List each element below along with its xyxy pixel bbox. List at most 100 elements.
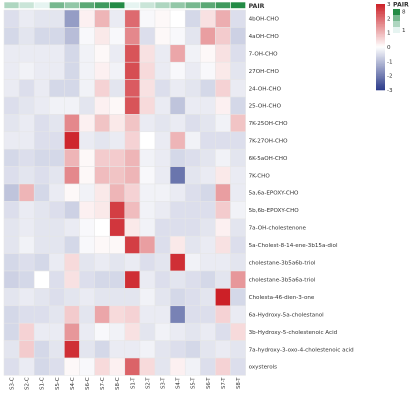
heatmap-cell bbox=[3, 183, 20, 202]
heatmap-cell bbox=[79, 340, 95, 359]
heatmap-cell bbox=[79, 253, 95, 272]
pair-annotation-cell bbox=[3, 1, 20, 9]
color-scale-segment bbox=[376, 47, 385, 49]
heatmap-cell bbox=[33, 183, 50, 202]
pair-legend-swatch bbox=[393, 21, 400, 27]
heatmap-cell bbox=[3, 44, 20, 63]
heatmap-cell bbox=[18, 27, 35, 46]
heatmap-cell bbox=[49, 235, 65, 254]
color-scale-segment bbox=[376, 18, 385, 21]
heatmap-cell bbox=[49, 44, 65, 63]
pair-legend-swatch bbox=[393, 9, 400, 15]
heatmap-cell bbox=[154, 44, 171, 63]
row-label: 5a,6a-EPOXY-CHO bbox=[249, 191, 299, 197]
heatmap-cell bbox=[33, 131, 50, 150]
color-scale-segment bbox=[376, 55, 385, 58]
pair-annotation-cell bbox=[230, 1, 246, 9]
heatmap-cell bbox=[49, 218, 65, 237]
heatmap-cell bbox=[230, 131, 246, 150]
heatmap-cell bbox=[79, 288, 95, 307]
color-scale-segment bbox=[376, 38, 385, 41]
heatmap-cell bbox=[184, 27, 201, 46]
heatmap-cell bbox=[94, 44, 110, 63]
heatmap-cell bbox=[154, 340, 171, 359]
column-label: S7-C bbox=[100, 377, 106, 390]
heatmap-cell bbox=[230, 44, 246, 63]
heatmap-cell bbox=[49, 114, 65, 133]
color-scale-segment bbox=[376, 59, 385, 62]
heatmap-cell bbox=[230, 148, 246, 167]
color-scale-segment bbox=[376, 69, 385, 72]
color-scale-segment bbox=[376, 39, 385, 42]
heatmap-cell bbox=[169, 305, 186, 324]
pair-annotation-cell bbox=[124, 1, 141, 9]
color-scale-segment bbox=[376, 88, 385, 91]
heatmap-cell bbox=[49, 96, 65, 115]
heatmap-cell bbox=[200, 357, 216, 376]
heatmap-cell bbox=[215, 288, 231, 307]
heatmap-cell bbox=[169, 148, 186, 167]
heatmap-cell bbox=[3, 61, 20, 80]
row-label: 4bOH-CHO bbox=[249, 17, 280, 23]
heatmap-cell bbox=[230, 201, 246, 220]
heatmap-cell bbox=[64, 270, 80, 289]
pair-legend-label: 1 bbox=[402, 28, 406, 34]
row-label: 7K-CHO bbox=[249, 173, 271, 179]
heatmap-cell bbox=[200, 253, 216, 272]
heatmap-cell bbox=[230, 340, 246, 359]
heatmap-cell bbox=[64, 27, 80, 46]
heatmap-cell bbox=[79, 79, 95, 98]
heatmap-cell bbox=[49, 131, 65, 150]
heatmap-cell bbox=[139, 201, 156, 220]
heatmap-cell bbox=[215, 340, 231, 359]
heatmap-cell bbox=[3, 357, 20, 376]
heatmap-cell bbox=[200, 270, 216, 289]
heatmap-cell bbox=[154, 79, 171, 98]
heatmap-cell bbox=[139, 305, 156, 324]
heatmap-cell bbox=[154, 288, 171, 307]
heatmap-cell bbox=[18, 148, 35, 167]
color-scale-segment bbox=[376, 72, 385, 75]
heatmap-cell bbox=[3, 305, 20, 324]
row-label: 6K-5aOH-CHO bbox=[249, 156, 288, 162]
color-scale-segment bbox=[376, 45, 385, 48]
heatmap-cell bbox=[154, 148, 171, 167]
heatmap-cell bbox=[124, 44, 141, 63]
heatmap-cell bbox=[124, 166, 141, 185]
heatmap-cell bbox=[18, 253, 35, 272]
color-scale-segment bbox=[376, 9, 385, 12]
heatmap-cell bbox=[49, 305, 65, 324]
heatmap-cell bbox=[200, 288, 216, 307]
color-scale-segment bbox=[376, 84, 385, 86]
color-scale-segment bbox=[376, 57, 385, 59]
heatmap-cell bbox=[79, 201, 95, 220]
heatmap-cell bbox=[3, 131, 20, 150]
pair-annotation-cell bbox=[48, 1, 65, 9]
heatmap-cell bbox=[49, 357, 65, 376]
heatmap-cell bbox=[139, 218, 156, 237]
heatmap-cell bbox=[139, 357, 156, 376]
column-label: S6-C bbox=[85, 377, 91, 390]
row-label: 5a-Cholest-8-14-ene-3b15a-diol bbox=[249, 243, 338, 249]
heatmap-cell bbox=[184, 9, 201, 28]
heatmap-cell bbox=[154, 201, 171, 220]
heatmap-cell bbox=[139, 270, 156, 289]
color-scale-tick: 0 bbox=[387, 45, 391, 51]
color-scale-tick: -2 bbox=[387, 74, 393, 80]
heatmap-cell bbox=[3, 79, 20, 98]
heatmap-cell bbox=[18, 79, 35, 98]
heatmap-cell bbox=[154, 96, 171, 115]
heatmap-cell bbox=[139, 131, 156, 150]
heatmap-cell bbox=[94, 305, 110, 324]
heatmap-cell bbox=[18, 305, 35, 324]
heatmap-cell bbox=[200, 340, 216, 359]
heatmap-cell bbox=[64, 357, 80, 376]
heatmap-cell bbox=[200, 44, 216, 63]
column-label: S8-C bbox=[115, 377, 121, 390]
heatmap-cell bbox=[169, 340, 186, 359]
heatmap-cell bbox=[184, 96, 201, 115]
heatmap-cell bbox=[18, 114, 35, 133]
heatmap-cell bbox=[109, 148, 126, 167]
color-scale-segment bbox=[376, 75, 385, 78]
